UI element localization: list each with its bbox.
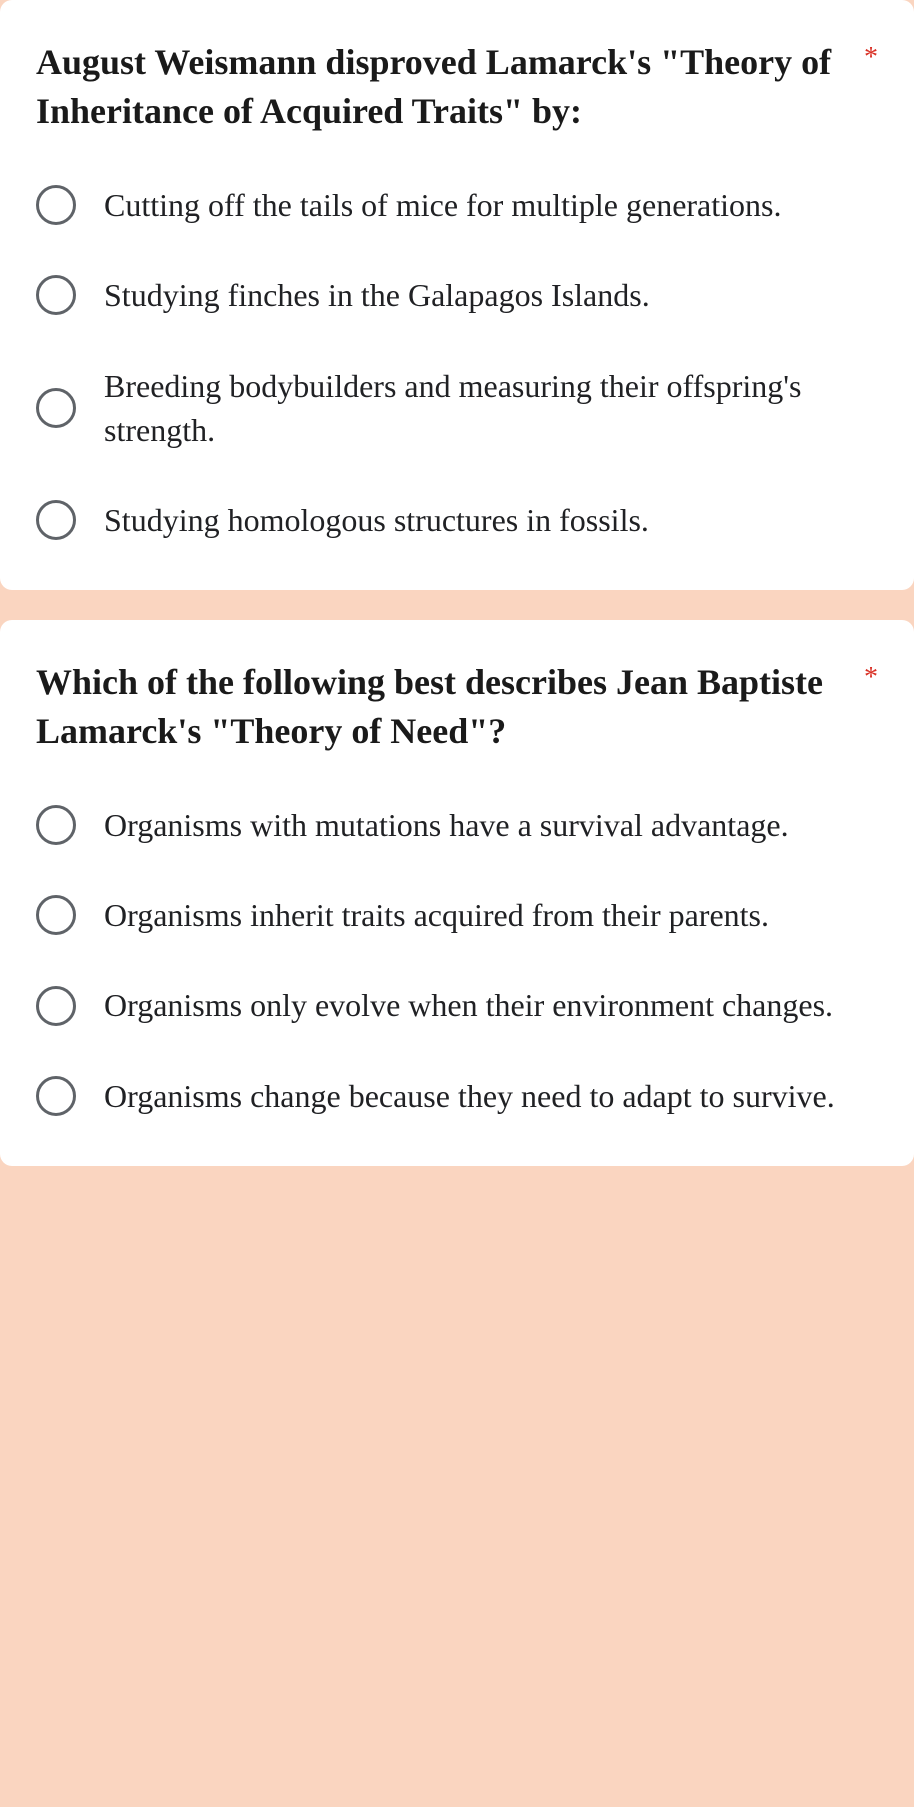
required-indicator: * [864,664,878,692]
radio-button[interactable] [36,986,76,1026]
question-header: Which of the following best describes Je… [36,658,878,755]
question-title: August Weismann disproved Lamarck's "The… [36,38,864,135]
question-card-2: Which of the following best describes Je… [0,620,914,1166]
option-label: Organisms with mutations have a survival… [104,803,789,847]
option-label: Organisms change because they need to ad… [104,1074,835,1118]
option-row[interactable]: Breeding bodybuilders and measuring thei… [36,364,878,452]
option-row[interactable]: Organisms with mutations have a survival… [36,803,878,847]
question-title: Which of the following best describes Je… [36,658,864,755]
radio-button[interactable] [36,388,76,428]
radio-button[interactable] [36,500,76,540]
radio-button[interactable] [36,275,76,315]
option-row[interactable]: Organisms change because they need to ad… [36,1074,878,1118]
options-list: Organisms with mutations have a survival… [36,803,878,1118]
option-row[interactable]: Organisms inherit traits acquired from t… [36,893,878,937]
option-row[interactable]: Studying finches in the Galapagos Island… [36,273,878,317]
option-row[interactable]: Organisms only evolve when their environ… [36,983,878,1027]
option-row[interactable]: Studying homologous structures in fossil… [36,498,878,542]
option-label: Studying finches in the Galapagos Island… [104,273,650,317]
option-label: Cutting off the tails of mice for multip… [104,183,781,227]
options-list: Cutting off the tails of mice for multip… [36,183,878,542]
radio-button[interactable] [36,1076,76,1116]
option-label: Breeding bodybuilders and measuring thei… [104,364,878,452]
question-card-1: August Weismann disproved Lamarck's "The… [0,0,914,590]
option-label: Organisms inherit traits acquired from t… [104,893,769,937]
radio-button[interactable] [36,805,76,845]
required-indicator: * [864,44,878,72]
radio-button[interactable] [36,185,76,225]
option-row[interactable]: Cutting off the tails of mice for multip… [36,183,878,227]
option-label: Studying homologous structures in fossil… [104,498,649,542]
option-label: Organisms only evolve when their environ… [104,983,833,1027]
radio-button[interactable] [36,895,76,935]
question-header: August Weismann disproved Lamarck's "The… [36,38,878,135]
